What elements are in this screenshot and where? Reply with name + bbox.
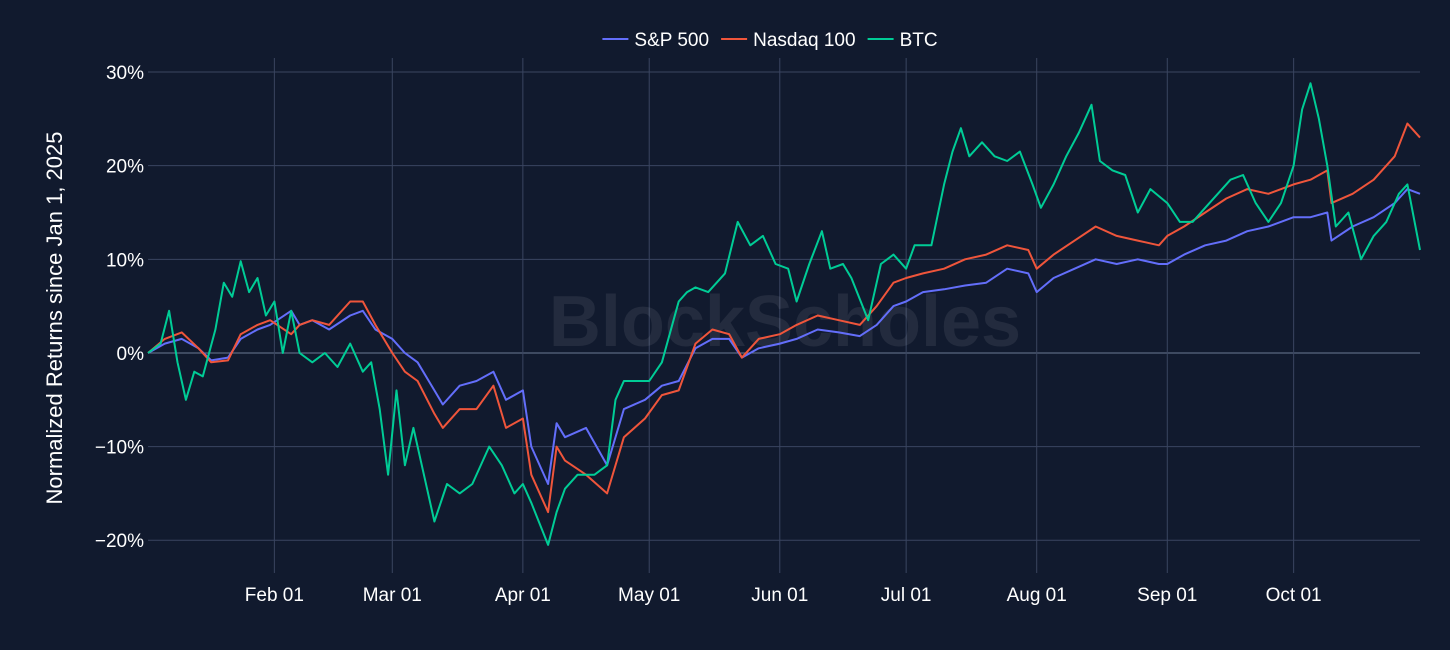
x-tick-label: Apr 01: [495, 585, 551, 606]
y-tick-label: 10%: [106, 250, 144, 271]
y-tick-label: −20%: [95, 531, 144, 552]
legend-label: Nasdaq 100: [753, 30, 855, 51]
x-tick-label: Jul 01: [881, 585, 932, 606]
y-axis-label: Normalized Returns since Jan 1, 2025: [42, 132, 67, 505]
y-tick-label: −10%: [95, 438, 144, 459]
x-tick-label: Oct 01: [1266, 585, 1322, 606]
legend-item-btc[interactable]: BTC: [867, 30, 938, 51]
grid: [148, 58, 1420, 573]
x-tick-label: Aug 01: [1007, 585, 1067, 606]
y-tick-label: 0%: [117, 344, 145, 365]
x-axis: Feb 01 Mar 01 Apr 01 May 01 Jun 01 Jul 01 Aug …: [245, 585, 1322, 606]
x-tick-label: Feb 01: [245, 585, 304, 606]
y-axis: 30% 20% 10% 0% −10% −20%: [95, 63, 144, 552]
y-tick-label: 30%: [106, 63, 144, 84]
series-line-s-p-500: [147, 188, 1421, 485]
legend-item-nasdaq-100[interactable]: Nasdaq 100: [721, 30, 856, 51]
legend[interactable]: S&P 500 Nasdaq 100 BTC: [602, 30, 938, 51]
y-tick-label: 20%: [106, 157, 144, 178]
legend-label: BTC: [900, 30, 938, 51]
series-lines: [147, 82, 1421, 546]
watermark: BlockScholes: [549, 282, 1021, 362]
legend-item-s-p-500[interactable]: S&P 500: [602, 30, 709, 51]
x-tick-label: May 01: [618, 585, 680, 606]
legend-label: S&P 500: [634, 30, 709, 51]
series-line-btc: [147, 82, 1421, 546]
x-tick-label: Jun 01: [751, 585, 808, 606]
x-tick-label: Mar 01: [363, 585, 422, 606]
x-tick-label: Sep 01: [1137, 585, 1197, 606]
